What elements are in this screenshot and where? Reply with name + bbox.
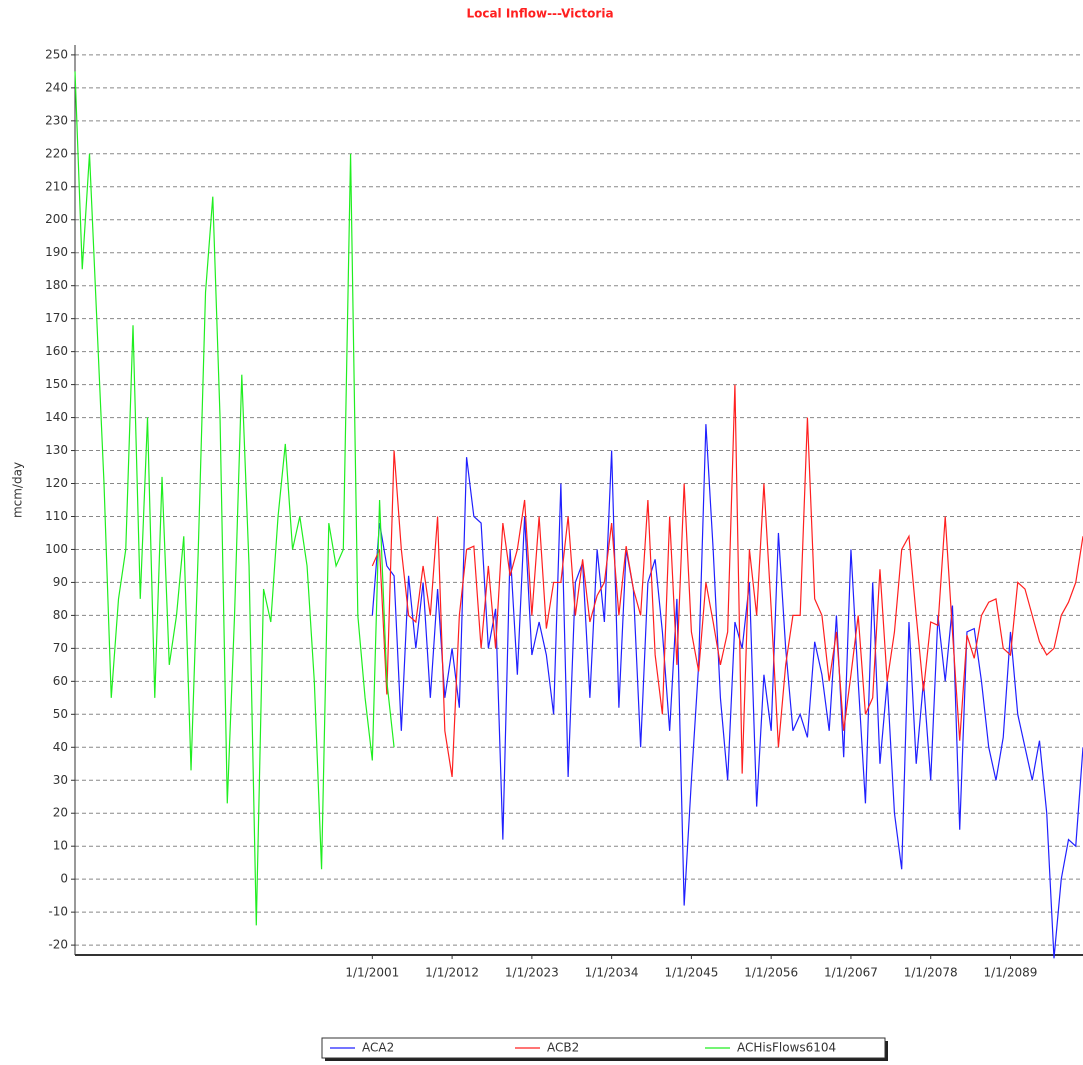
y-tick-label: 40 [53,740,68,754]
y-tick-label: 180 [45,278,68,292]
y-tick-label: 30 [53,773,68,787]
x-tick-label: 1/1/2078 [904,966,958,980]
y-tick-label: 220 [45,146,68,160]
y-tick-label: 210 [45,179,68,193]
y-axis-label: mcm/day [11,462,25,518]
x-tick-label: 1/1/2012 [425,966,479,980]
y-tick-label: 230 [45,113,68,127]
y-tick-label: 130 [45,443,68,457]
legend-label: ACA2 [362,1041,394,1055]
y-tick-label: 90 [53,575,68,589]
y-tick-label: 120 [45,476,68,490]
y-tick-label: 80 [53,608,68,622]
x-tick-label: 1/1/2023 [505,966,559,980]
y-tick-label: 170 [45,311,68,325]
series-line [371,384,1083,778]
series-line [371,424,1083,959]
y-tick-label: 250 [45,47,68,61]
y-tick-label: 200 [45,212,68,226]
x-tick-label: 1/1/2089 [984,966,1038,980]
y-tick-label: -10 [48,905,68,919]
y-tick-label: 110 [45,509,68,523]
x-tick-label: 1/1/2056 [744,966,798,980]
y-tick-label: 140 [45,410,68,424]
y-tick-label: 240 [45,80,68,94]
legend-label: ACHisFlows6104 [737,1041,836,1055]
y-tick-label: 70 [53,641,68,655]
y-tick-label: 160 [45,344,68,358]
y-tick-label: 50 [53,707,68,721]
y-tick-label: 100 [45,542,68,556]
series-line [74,71,395,926]
y-tick-label: 0 [60,872,68,886]
y-tick-label: 60 [53,674,68,688]
legend [321,1037,886,1059]
chart-title: Local Inflow---Victoria [466,7,613,21]
y-tick-label: 10 [53,839,68,853]
y-tick-label: 20 [53,806,68,820]
x-tick-label: 1/1/2034 [585,966,639,980]
x-tick-label: 1/1/2001 [345,966,399,980]
legend-label: ACB2 [547,1041,579,1055]
y-tick-label: 190 [45,245,68,259]
y-tick-label: -20 [48,938,68,952]
x-tick-label: 1/1/2045 [664,966,718,980]
x-tick-label: 1/1/2067 [824,966,878,980]
y-tick-label: 150 [45,377,68,391]
